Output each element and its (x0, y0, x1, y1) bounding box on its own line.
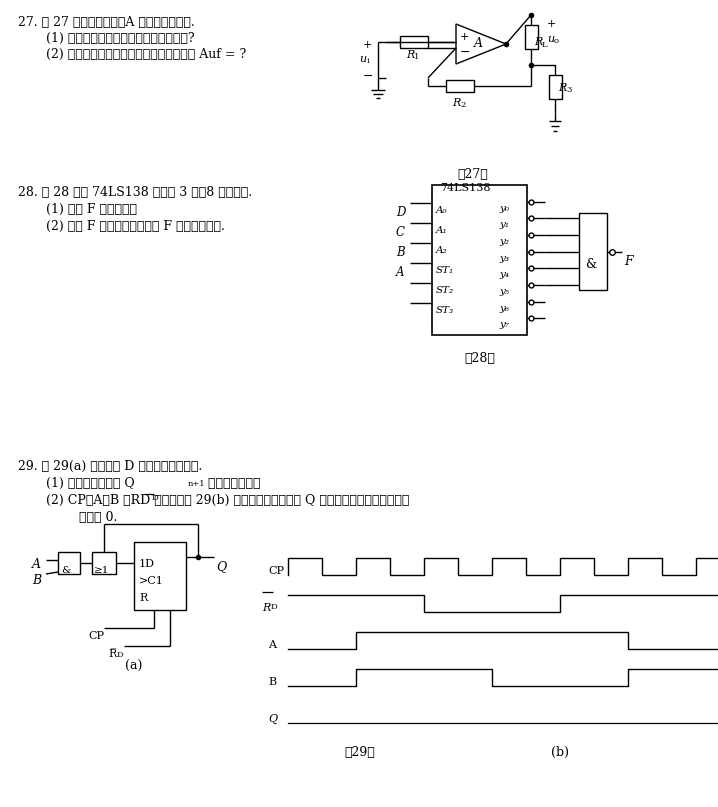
Text: y₅: y₅ (499, 287, 509, 296)
Text: y₃: y₃ (499, 253, 509, 262)
Text: 1: 1 (414, 53, 419, 61)
Text: (a): (a) (126, 660, 143, 673)
Bar (432, 185, 527, 335)
Text: 状态为 0.: 状态为 0. (47, 511, 117, 524)
Text: A₁: A₁ (436, 226, 447, 235)
Text: Q: Q (268, 714, 277, 724)
Text: y₀: y₀ (499, 203, 509, 213)
Text: (2) 填写 F 的卡诺图，并写出 F 的最简与或式.: (2) 填写 F 的卡诺图，并写出 F 的最简与或式. (30, 220, 225, 233)
Text: D: D (271, 603, 278, 611)
Text: D: D (117, 651, 123, 659)
Text: R: R (558, 83, 567, 93)
Text: y₆: y₆ (499, 303, 509, 312)
Text: +: + (363, 40, 373, 50)
Text: R: R (406, 50, 414, 60)
Text: C: C (396, 226, 405, 239)
Text: ST₃: ST₃ (436, 306, 454, 315)
Text: u: u (359, 54, 366, 64)
Text: F: F (624, 255, 633, 268)
Text: B: B (32, 574, 41, 587)
Bar (134, 542, 186, 610)
Text: D: D (396, 206, 406, 219)
Text: (b): (b) (551, 746, 569, 759)
Text: −: − (460, 46, 470, 59)
Text: &: & (61, 566, 70, 575)
Text: D: D (152, 494, 159, 502)
Text: n+1: n+1 (188, 480, 205, 488)
Text: +: + (547, 19, 556, 29)
Text: (1) 写出 F 的表达式：: (1) 写出 F 的表达式： (30, 203, 137, 216)
Text: y₂: y₂ (499, 237, 509, 246)
Text: 74LS138: 74LS138 (440, 183, 490, 193)
Text: 隒28图: 隒28图 (464, 352, 495, 365)
Text: CP: CP (88, 631, 104, 641)
Bar (549, 75, 562, 99)
Text: R: R (139, 593, 147, 603)
Text: CP: CP (268, 566, 284, 576)
Text: 隒29图: 隒29图 (345, 746, 376, 759)
Text: ST₂: ST₂ (436, 286, 454, 295)
Text: y₁: y₁ (499, 220, 509, 229)
Text: A: A (32, 558, 41, 571)
Text: 1D: 1D (139, 559, 155, 569)
Text: +: + (460, 32, 470, 42)
Text: (2) 估算满足深度负反馈时的电压放大倍数 Auf = ?: (2) 估算满足深度负反馈时的电压放大倍数 Auf = ? (30, 48, 246, 61)
Text: 2: 2 (460, 101, 465, 109)
Text: A: A (268, 640, 276, 650)
Text: u: u (547, 34, 554, 44)
Text: R: R (262, 603, 271, 613)
Text: 28. 题 28 图中 74LS138 为集成 3 线－8 线译码器.: 28. 题 28 图中 74LS138 为集成 3 线－8 线译码器. (18, 186, 252, 199)
Text: (2) CP、A、B 及RD 的波形如题 29(b) 图所示，试对应画出 Q 端的波形，设触发器的起始: (2) CP、A、B 及RD 的波形如题 29(b) 图所示，试对应画出 Q 端… (30, 494, 409, 507)
Text: −: − (547, 60, 557, 73)
Text: ST₁: ST₁ (436, 266, 454, 275)
Text: −: − (363, 70, 373, 83)
Text: (1) 该电路中引入哪种方式的交流负反馈?: (1) 该电路中引入哪种方式的交流负反馈? (30, 32, 195, 45)
Text: A: A (396, 266, 404, 279)
Text: A₂: A₂ (436, 246, 447, 255)
Text: ≥1: ≥1 (94, 566, 109, 575)
Text: 的最简表达式；: 的最简表达式； (204, 477, 261, 490)
Text: i: i (367, 57, 370, 65)
Bar (400, 36, 428, 48)
Text: y₇: y₇ (499, 320, 509, 329)
Text: 3: 3 (566, 86, 572, 94)
Text: y₄: y₄ (499, 270, 509, 279)
Text: Q: Q (216, 560, 226, 573)
Text: R: R (534, 37, 542, 47)
Text: o: o (554, 37, 559, 45)
Text: B: B (396, 246, 405, 259)
Bar (525, 25, 538, 49)
Text: R: R (452, 98, 460, 108)
Bar (446, 80, 474, 92)
Text: B: B (268, 677, 276, 687)
Text: (1) 写出触发器次态 Q: (1) 写出触发器次态 Q (30, 477, 135, 490)
Text: A₀: A₀ (436, 206, 447, 215)
Text: 29. 题 29(a) 图为边沿 D 触发器构成的电路.: 29. 题 29(a) 图为边沿 D 触发器构成的电路. (18, 460, 202, 473)
Text: R̅: R̅ (108, 649, 116, 659)
Text: L: L (542, 41, 548, 49)
Bar (58, 552, 80, 574)
Text: &: & (585, 257, 596, 270)
Text: 隒27图: 隒27图 (457, 168, 488, 181)
Bar (92, 552, 116, 574)
Text: >C1: >C1 (139, 576, 164, 586)
Bar (579, 213, 607, 290)
Text: 27. 题 27 图所示电路中，A 为理想集成运放.: 27. 题 27 图所示电路中，A 为理想集成运放. (18, 16, 195, 29)
Text: A: A (474, 37, 483, 50)
